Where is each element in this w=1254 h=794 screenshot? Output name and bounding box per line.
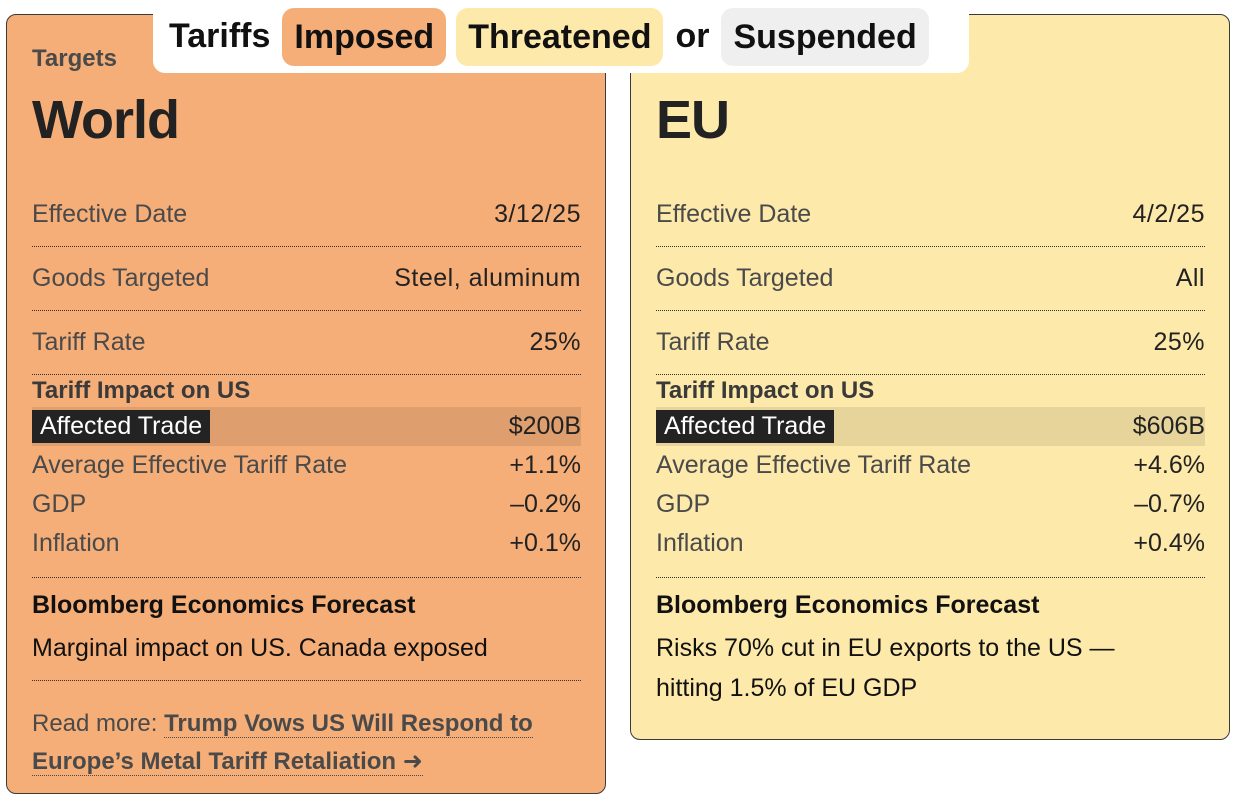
impact-value: $200B: [508, 412, 581, 440]
detail-value: 3/12/25: [494, 200, 581, 228]
impact-title: Tariff Impact on US: [656, 377, 875, 404]
impact-row-gdp: GDP –0.7%: [656, 485, 1205, 524]
impact-value: $606B: [1132, 412, 1205, 440]
impact-label-highlight: Affected Trade: [656, 410, 835, 443]
detail-row-goods-targeted: Goods Targeted All: [656, 247, 1205, 311]
impact-row-avg-tariff-rate: Average Effective Tariff Rate +1.1%: [32, 446, 581, 485]
detail-row-goods-targeted: Goods Targeted Steel, aluminum: [32, 247, 581, 311]
impact-row-inflation: Inflation +0.4%: [656, 524, 1205, 563]
detail-row-effective-date: Effective Date 4/2/25: [656, 183, 1205, 247]
impact-row-inflation: Inflation +0.1%: [32, 524, 581, 563]
tariff-card-world: Targets World Effective Date 3/12/25 Goo…: [6, 14, 606, 794]
impact-label: GDP: [32, 490, 87, 518]
detail-label: Goods Targeted: [32, 264, 210, 292]
read-more-link[interactable]: Trump Vows US Will Respond to Europe’s M…: [32, 710, 533, 776]
read-more-prefix: Read more:: [32, 710, 158, 737]
detail-value: Steel, aluminum: [394, 264, 581, 292]
impact-section: Tariff Impact on US Affected Trade $200B…: [32, 377, 581, 578]
details-list: Effective Date 4/2/25 Goods Targeted All…: [656, 183, 1205, 375]
impact-value: +4.6%: [1133, 451, 1205, 479]
impact-row-affected-trade: Affected Trade $606B: [656, 407, 1205, 446]
impact-label: Inflation: [656, 529, 744, 557]
impact-title: Tariff Impact on US: [32, 377, 251, 404]
detail-label: Effective Date: [656, 200, 812, 228]
detail-label: Tariff Rate: [32, 328, 146, 356]
impact-label: GDP: [656, 490, 711, 518]
legend-imposed-pill: Imposed: [282, 7, 447, 66]
divider: [32, 563, 581, 578]
forecast-text: Risks 70% cut in EU exports to the US — …: [656, 634, 1115, 702]
tariff-card-eu: EU Effective Date 4/2/25 Goods Targeted …: [630, 14, 1230, 740]
impact-label: Average Effective Tariff Rate: [656, 451, 972, 479]
detail-row-tariff-rate: Tariff Rate 25%: [656, 311, 1205, 375]
detail-row-effective-date: Effective Date 3/12/25: [32, 183, 581, 247]
details-list: Effective Date 3/12/25 Goods Targeted St…: [32, 183, 581, 375]
impact-label: Inflation: [32, 529, 120, 557]
legend-threatened-pill: Threatened: [456, 7, 664, 66]
impact-value: +1.1%: [509, 451, 581, 479]
detail-value: 25%: [529, 328, 581, 356]
legend-prefix: Tariffs: [169, 17, 271, 55]
forecast-section: Bloomberg Economics Forecast Marginal im…: [32, 591, 581, 681]
legend-suspended-pill: Suspended: [721, 7, 929, 66]
impact-value: +0.1%: [509, 529, 581, 557]
impact-value: –0.2%: [510, 490, 581, 518]
detail-row-tariff-rate: Tariff Rate 25%: [32, 311, 581, 375]
detail-label: Tariff Rate: [656, 328, 770, 356]
status-legend: Tariffs Imposed Threatened or Suspended: [153, 0, 969, 73]
detail-value: 4/2/25: [1132, 200, 1205, 228]
forecast-title: Bloomberg Economics Forecast: [656, 591, 1040, 619]
impact-value: +0.4%: [1133, 529, 1205, 557]
impact-row-avg-tariff-rate: Average Effective Tariff Rate +4.6%: [656, 446, 1205, 485]
read-more: Read more: Trump Vows US Will Respond to…: [32, 705, 581, 781]
forecast-section: Bloomberg Economics Forecast Risks 70% c…: [656, 591, 1205, 708]
impact-value: –0.7%: [1134, 490, 1205, 518]
detail-label: Effective Date: [32, 200, 188, 228]
legend-connector: or: [675, 17, 710, 55]
impact-label: Average Effective Tariff Rate: [32, 451, 348, 479]
detail-value: All: [1175, 264, 1205, 292]
forecast-title: Bloomberg Economics Forecast: [32, 591, 416, 619]
card-eyebrow: Targets: [32, 45, 117, 72]
impact-row-gdp: GDP –0.2%: [32, 485, 581, 524]
forecast-text: Marginal impact on US. Canada exposed: [32, 634, 488, 662]
detail-label: Goods Targeted: [656, 264, 834, 292]
impact-section: Tariff Impact on US Affected Trade $606B…: [656, 377, 1205, 578]
card-title: World: [32, 90, 180, 150]
forecast-block: Bloomberg Economics Forecast Marginal im…: [32, 591, 581, 681]
impact-label-highlight: Affected Trade: [32, 410, 211, 443]
divider: [656, 563, 1205, 578]
impact-row-affected-trade: Affected Trade $200B: [32, 407, 581, 446]
card-title: EU: [656, 90, 730, 150]
detail-value: 25%: [1153, 328, 1205, 356]
